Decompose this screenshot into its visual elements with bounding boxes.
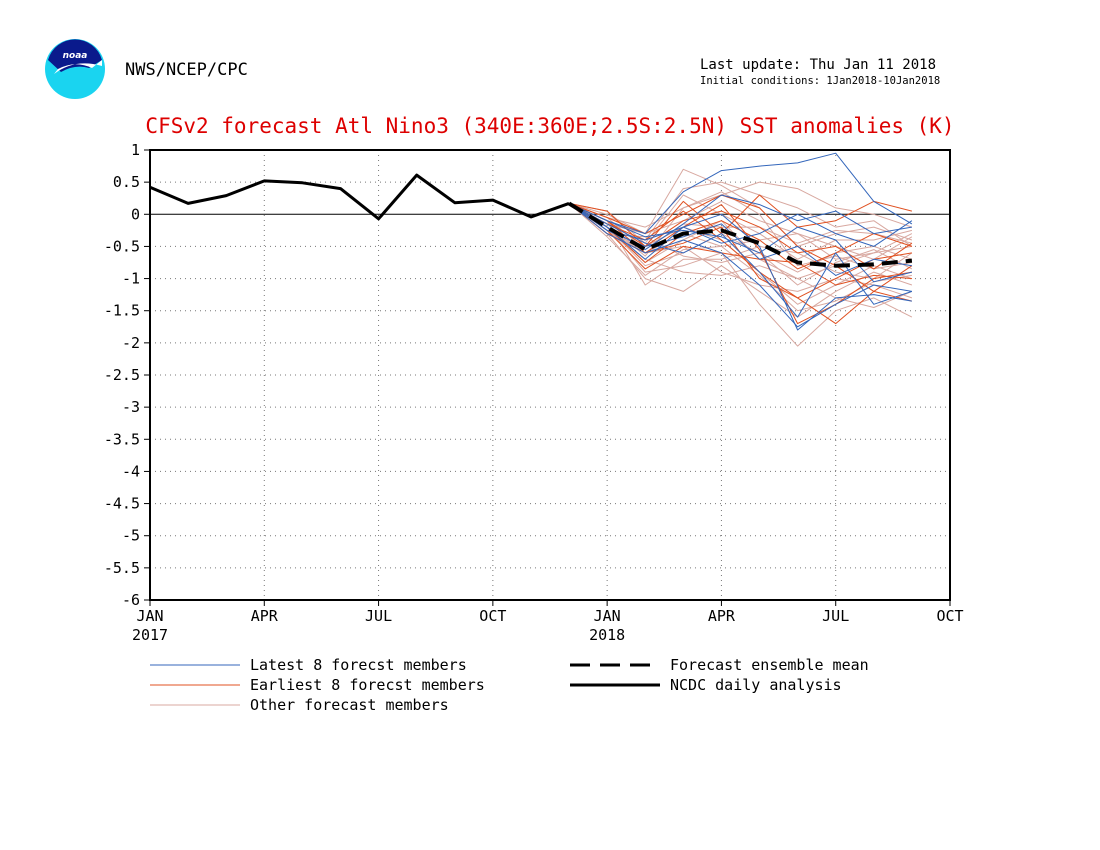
latest-member-line [568,202,913,260]
y-tick-label: -1 [122,270,140,288]
x-tick-label: JAN [136,607,163,625]
legend-label-analysis: NCDC daily analysis [670,676,842,694]
y-tick-label: -3.5 [104,430,140,448]
y-tick-label: -6 [122,591,140,609]
x-tick-label: OCT [936,607,963,625]
y-tick-label: -4.5 [104,495,140,513]
y-tick-label: -1.5 [104,302,140,320]
x-tick-label: APR [251,607,279,625]
noaa-logo-text: noaa [63,51,88,61]
y-tick-label: 1 [131,141,140,159]
earliest-member-line [568,202,912,325]
latest-member-line [568,152,913,235]
noaa-logo: noaa [45,39,105,99]
latest-member-line [568,202,912,331]
earliest-member-line [568,202,912,286]
x-tick-year-label: 2018 [589,626,625,644]
org-label: NWS/NCEP/CPC [125,60,248,80]
y-tick-label: -0.5 [104,237,140,255]
legend-label-latest: Latest 8 forecst members [250,656,467,674]
x-tick-label: APR [708,607,736,625]
last-update: Last update: Thu Jan 11 2018 [700,57,937,73]
x-tick-label: JAN [594,607,621,625]
other-member-line [568,181,913,228]
y-tick-label: -3 [122,398,140,416]
y-tick-label: 0 [131,205,140,223]
y-tick-label: -2.5 [104,366,140,384]
latest-member-line [568,202,913,283]
x-tick-year-label: 2017 [132,626,168,644]
initial-conditions: Initial conditions: 1Jan2018-10Jan2018 [700,75,941,87]
x-tick-label: JUL [365,607,392,625]
other-member-line [568,168,913,247]
x-tick-label: JUL [822,607,849,625]
x-tick-label: OCT [479,607,506,625]
ncdc-analysis-line [149,173,570,221]
latest-member-line [568,202,913,318]
other-member-line [568,202,913,299]
plot-frame [149,149,951,601]
y-tick-label: -4 [122,462,140,480]
legend-label-mean: Forecast ensemble mean [670,656,869,674]
legend-label-other: Other forecast members [250,696,449,714]
y-tick-label: 0.5 [113,173,140,191]
other-member-line [568,202,913,273]
legend-label-earliest: Earliest 8 forecst members [250,676,485,694]
chart-title: CFSv2 forecast Atl Nino3 (340E:360E;2.5S… [145,114,955,138]
other-member-line [568,191,912,270]
y-tick-label: -5.5 [104,559,140,577]
latest-member-line [568,202,912,276]
y-tick-label: -2 [122,334,140,352]
y-tick-label: -5 [122,527,140,545]
